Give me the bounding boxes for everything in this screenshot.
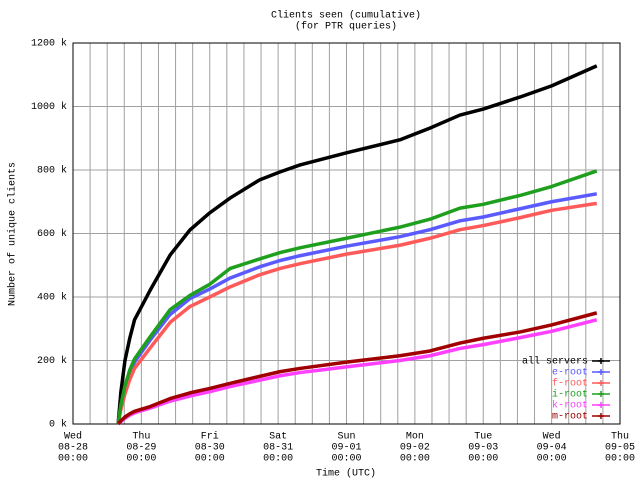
legend-marker [598, 380, 604, 386]
x-tick-label: Mon [406, 432, 424, 443]
y-tick-label: 200 k [37, 355, 67, 367]
legend-label: e-root [552, 368, 588, 379]
x-tick-label: 00:00 [537, 454, 567, 465]
x-tick-label: 00:00 [400, 454, 430, 465]
x-tick-label: Thu [611, 431, 629, 443]
y-tick-label: 1000 k [31, 101, 67, 113]
legend-label: i-root [552, 389, 588, 401]
x-tick-label: Sun [337, 432, 355, 443]
y-tick-label: 800 k [37, 165, 67, 177]
x-tick-label: 00:00 [263, 454, 293, 465]
x-tick-label: 09-03 [468, 443, 498, 454]
x-tick-label: 00:00 [58, 454, 88, 465]
series-line [116, 311, 598, 426]
x-tick-label: 09-04 [537, 443, 567, 454]
y-tick-label: 600 k [37, 228, 67, 240]
legend-label: f-root [552, 378, 588, 390]
x-tick-label: 09-02 [400, 443, 430, 454]
x-tick-label: 08-30 [195, 443, 225, 454]
x-tick-label: 00:00 [195, 454, 225, 465]
chart-subtitle: (for PTR queries) [295, 21, 397, 33]
y-tick-label: 0 k [49, 419, 67, 431]
y-tick-label: 1200 k [31, 38, 67, 50]
y-axis-label: Number of unique clients [7, 162, 19, 306]
legend-marker [598, 358, 604, 364]
x-tick-label: 08-29 [126, 443, 156, 454]
legend-label: all servers [522, 356, 588, 368]
series-line [116, 169, 598, 425]
x-tick-label: 00:00 [605, 454, 635, 465]
x-tick-label: 00:00 [468, 454, 498, 465]
legend-label: k-root [552, 400, 588, 412]
series-line [116, 64, 598, 425]
x-tick-label: 09-01 [331, 443, 361, 454]
y-tick-label: 400 k [37, 292, 67, 304]
plot-frame [72, 42, 621, 425]
legend-marker [598, 413, 604, 419]
x-tick-label: 08-31 [263, 443, 293, 454]
x-tick-label: 09-05 [605, 443, 635, 454]
legend-label: m-root [552, 412, 588, 423]
chart-title: Clients seen (cumulative) [271, 10, 421, 22]
series-line [116, 201, 598, 425]
legend-marker [598, 402, 604, 408]
x-tick-label: Wed [64, 431, 82, 443]
series-line [116, 318, 598, 426]
legend-marker [598, 391, 604, 397]
x-tick-label: 00:00 [126, 454, 156, 465]
x-tick-label: Thu [132, 431, 150, 443]
legend-marker [598, 369, 604, 375]
x-tick-label: 08-28 [58, 443, 88, 454]
x-tick-label: Wed [543, 431, 561, 443]
x-axis-label: Time (UTC) [316, 468, 376, 480]
x-tick-label: Tue [474, 432, 492, 443]
x-tick-label: Fri [201, 431, 219, 443]
x-tick-label: 00:00 [331, 454, 361, 465]
x-tick-label: Sat [269, 432, 287, 443]
